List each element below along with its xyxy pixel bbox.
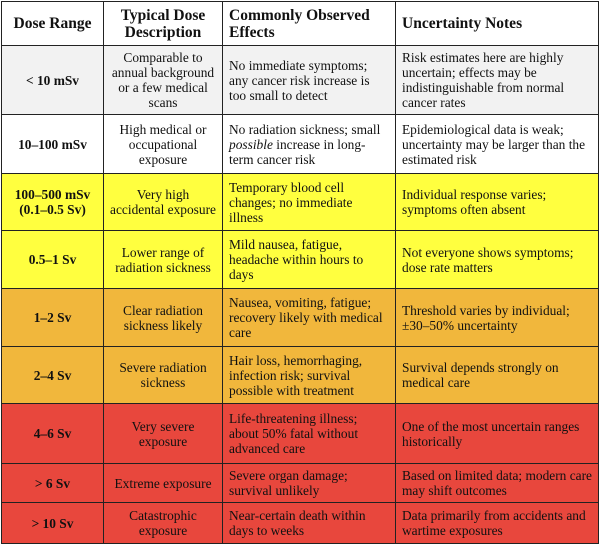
table-cell: > 10 Sv — [1, 502, 104, 544]
table-cell: Not everyone shows symptoms; dose rate m… — [395, 230, 599, 289]
table-cell: Severe radiation sickness — [103, 346, 223, 404]
table-cell: Mild nausea, fatigue, headache within ho… — [222, 230, 396, 289]
table-cell: Catastrophic exposure — [103, 502, 223, 544]
header-cell: Uncertainty Notes — [395, 1, 599, 46]
header-cell: Commonly Observed Effects — [222, 1, 396, 46]
table-cell: High medical or occupational exposure — [103, 114, 223, 174]
cell-text: No radiation sickness; small — [229, 121, 381, 137]
table-cell: < 10 mSv — [1, 45, 104, 115]
table-cell: Very high accidental exposure — [103, 173, 223, 231]
table-cell: One of the most uncertain ranges histori… — [395, 403, 599, 464]
table-cell: Severe organ damage; survival unlikely — [222, 463, 396, 503]
table-row: 10–100 mSv High medical or occupational e… — [1, 114, 599, 174]
cell-line: 100–500 mSv — [14, 187, 91, 202]
table-row: > 6 Sv Extreme exposure Severe organ damag… — [1, 463, 599, 503]
table-cell: Comparable to annual background or a few… — [103, 45, 223, 115]
table-cell: No immediate symptoms; any cancer risk i… — [222, 45, 396, 115]
table-cell: 1–2 Sv — [1, 288, 104, 347]
table-cell: Nausea, vomiting, fatigue; recovery like… — [222, 288, 396, 347]
table-row: > 10 Sv Catastrophic exposure Near-certain… — [1, 502, 599, 544]
table-cell: Based on limited data; modern care may s… — [395, 463, 599, 503]
table-cell: Data primarily from accidents and wartim… — [395, 502, 599, 544]
table-row: < 10 mSv Comparable to annual background … — [1, 45, 599, 115]
table-cell: Survival depends strongly on medical car… — [395, 346, 599, 404]
table-cell: Risk estimates here are highly uncertain… — [395, 45, 599, 115]
table-cell: Life-threatening illness; about 50% fata… — [222, 403, 396, 464]
table-cell: 100–500 mSv (0.1–0.5 Sv) — [1, 173, 104, 231]
table-cell: 0.5–1 Sv — [1, 230, 104, 289]
cell-text: increase in long-term cancer risk — [229, 136, 366, 167]
header-cell: Typical Dose Description — [103, 1, 223, 46]
table-cell: Very severe exposure — [103, 403, 223, 464]
table-cell: 10–100 mSv — [1, 114, 104, 174]
table-cell: Epidemiological data is weak; uncertaint… — [395, 114, 599, 174]
table-cell: Hair loss, hemorrhaging, infection risk;… — [222, 346, 396, 404]
header-cell: Dose Range — [1, 1, 104, 46]
table-cell: Threshold varies by individual; ±30–50% … — [395, 288, 599, 347]
table-cell: No radiation sickness; small possible in… — [222, 114, 396, 174]
table-body: < 10 mSv Comparable to annual background … — [1, 45, 599, 544]
table-row: 1–2 Sv Clear radiation sickness likely Nau… — [1, 288, 599, 347]
table-cell: 4–6 Sv — [1, 403, 104, 464]
cell-line: (0.1–0.5 Sv) — [19, 202, 86, 217]
table-row: 2–4 Sv Severe radiation sickness Hair loss… — [1, 346, 599, 404]
table-row: 4–6 Sv Very severe exposure Life-threateni… — [1, 403, 599, 464]
table-cell: Near-certain death within days to weeks — [222, 502, 396, 544]
table-cell: 2–4 Sv — [1, 346, 104, 404]
table-cell: Lower range of radiation sickness — [103, 230, 223, 289]
header-row: Dose Range Typical Dose Description Common… — [1, 1, 599, 46]
table-row: 0.5–1 Sv Lower range of radiation sicknes… — [1, 230, 599, 289]
table-row: 100–500 mSv (0.1–0.5 Sv) Very high acciden… — [1, 173, 599, 231]
table-cell: Extreme exposure — [103, 463, 223, 503]
table-cell: > 6 Sv — [1, 463, 104, 503]
table-cell: Temporary blood cell changes; no immedia… — [222, 173, 396, 231]
cell-text: possible — [229, 136, 273, 152]
table-cell: Clear radiation sickness likely — [103, 288, 223, 347]
table-cell: Individual response varies; symptoms oft… — [395, 173, 599, 231]
